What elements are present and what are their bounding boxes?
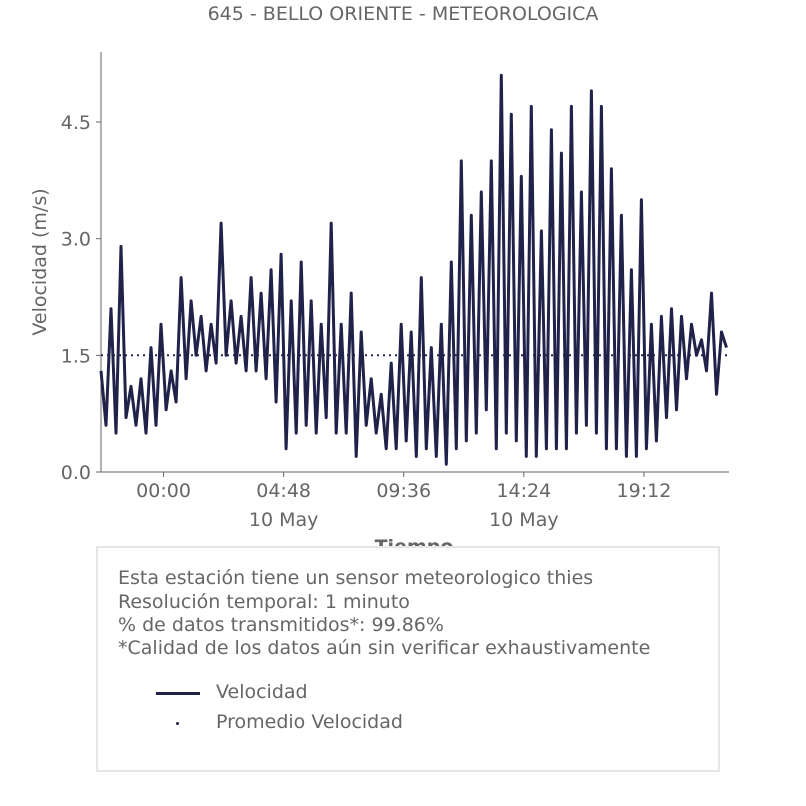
legend-label: Promedio Velocidad (216, 711, 403, 733)
x-tick-label: 19:12 (617, 480, 672, 502)
quality-note: *Calidad de los datos aún sin verificar … (118, 637, 651, 659)
x-tick-sublabel: 10 May (489, 509, 559, 531)
y-tick-label: 0.0 (61, 462, 91, 484)
legend-box: Esta estación tiene un sensor meteorolog… (96, 546, 720, 772)
series-group (99, 73, 729, 466)
transmission-note: % de datos transmitidos*: 99.86% (118, 614, 444, 636)
x-tick-sublabel: 10 May (249, 509, 319, 531)
x-tick-label: 14:24 (496, 480, 551, 502)
y-axis-label: Velocidad (m/s) (29, 188, 51, 335)
chart-title: 645 - BELLO ORIENTE - METEOROLOGICA (207, 3, 599, 25)
legend-dot-swatch (176, 722, 179, 725)
x-tick-label: 00:00 (136, 480, 191, 502)
x-tick-label: 04:48 (256, 480, 311, 502)
tick-labels: 0.0 1.5 3.0 4.5 00:00 04:48 10 May 09:36 14:24 10… (61, 112, 672, 531)
series-line-velocidad (99, 73, 728, 466)
y-tick-label: 3.0 (61, 229, 91, 251)
resolution-note: Resolución temporal: 1 minuto (118, 591, 410, 613)
y-tick-label: 4.5 (61, 112, 91, 134)
legend-label: Velocidad (216, 681, 308, 703)
x-tick-label: 09:36 (376, 480, 431, 502)
legend-line-swatch (156, 692, 200, 695)
y-tick-label: 1.5 (61, 345, 91, 367)
legend-entry-promedio: Promedio Velocidad (156, 711, 576, 735)
legend-entry-velocidad: Velocidad (156, 681, 576, 705)
station-note: Esta estación tiene un sensor meteorolog… (118, 567, 594, 589)
